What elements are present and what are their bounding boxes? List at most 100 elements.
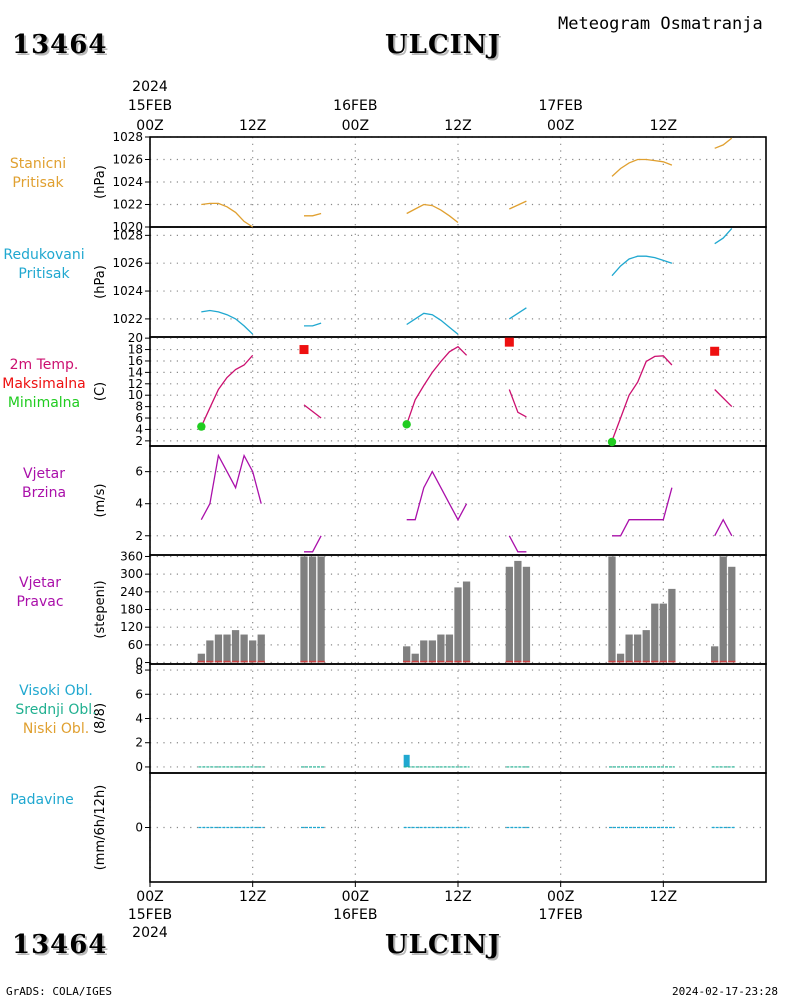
meteogram-title: Meteogram Osmatranja bbox=[558, 14, 763, 34]
top-hour-label: 12Z bbox=[239, 118, 266, 134]
top-date-label: 17FEB bbox=[539, 98, 583, 114]
station-name-footer: ULCINJ bbox=[385, 930, 501, 960]
precip-ytick-label: 0 bbox=[135, 821, 143, 835]
wind_speed-series-0 bbox=[200, 453, 262, 521]
precipitation-label: Padavine bbox=[0, 791, 88, 810]
station_pressure-unit-label: (hPa) bbox=[93, 165, 108, 199]
clouds-label: Visoki Obl. Srednji Obl. Niski Obl. bbox=[10, 682, 102, 739]
wind-direction-bar-0 bbox=[197, 653, 205, 663]
wind-direction-bar-10 bbox=[317, 556, 325, 663]
station_pressure-series-4 bbox=[611, 158, 673, 177]
wind-direction-bar-24 bbox=[625, 634, 633, 663]
wind-direction-bar-4 bbox=[231, 630, 240, 663]
wind-direction-bar-25 bbox=[634, 634, 642, 663]
station-id-header: 13464 bbox=[12, 30, 108, 60]
wind-direction-label: Vjetar Pravac bbox=[0, 574, 86, 612]
min-temp-marker-1 bbox=[402, 420, 411, 429]
generation-timestamp: 2024-02-17-23:28 bbox=[672, 985, 778, 998]
temperature-label-line-1: 2m Temp. bbox=[9, 357, 79, 373]
reduced_pressure-ytick-label: 1022 bbox=[112, 312, 143, 326]
bottom-hour-label: 00Z bbox=[342, 889, 369, 905]
reduced_pressure-ytick-label: 1028 bbox=[112, 228, 143, 242]
wind_speed-series-5 bbox=[714, 518, 733, 537]
wind-direction-bar-19 bbox=[505, 566, 513, 663]
wind-direction-bar-17 bbox=[454, 587, 462, 663]
wind_speed-ytick-label: 4 bbox=[135, 497, 143, 511]
wind-direction-label-line-2: Pravac bbox=[16, 594, 64, 610]
station-id-footer: 13464 bbox=[12, 930, 108, 960]
wind_speed-series-2 bbox=[406, 470, 468, 522]
top-date-label: 16FEB bbox=[333, 98, 377, 114]
top-hour-label: 00Z bbox=[547, 118, 574, 134]
reduced_pressure-unit-label: (hPa) bbox=[93, 265, 108, 299]
clouds-ytick-label: 6 bbox=[135, 687, 143, 701]
station_pressure-series-1 bbox=[304, 212, 322, 217]
wind-direction-bar-2 bbox=[214, 634, 223, 663]
bottom-hour-label: 00Z bbox=[136, 889, 163, 905]
wind-direction-bar-6 bbox=[249, 640, 257, 663]
station-name-header: ULCINJ bbox=[385, 30, 501, 60]
max-temp-marker-2 bbox=[710, 346, 720, 356]
reduced-pressure-label-line-2: Pritisak bbox=[18, 266, 70, 282]
station_pressure-ytick-label: 1024 bbox=[112, 175, 143, 189]
temperature-ytick-label: 6 bbox=[135, 411, 143, 425]
temperature-ytick-label: 12 bbox=[128, 377, 143, 391]
wind-direction-bar-21 bbox=[522, 566, 531, 663]
clouds-label-line-3: Niski Obl. bbox=[22, 721, 90, 737]
clouds-unit-label: (8/8) bbox=[93, 703, 108, 734]
bottom-hour-label: 00Z bbox=[547, 889, 574, 905]
wind_dir-ytick-label: 300 bbox=[120, 567, 143, 581]
precipitation-label-line-1: Padavine bbox=[10, 792, 74, 808]
bottom-hour-label: 12Z bbox=[444, 889, 471, 905]
temperature-ytick-label: 8 bbox=[135, 400, 143, 414]
bottom-date-label: 17FEB bbox=[539, 907, 583, 923]
bottom-date-label: 15FEB bbox=[128, 907, 172, 923]
wind-direction-bar-13 bbox=[420, 640, 428, 663]
temperature-series-2 bbox=[406, 345, 468, 425]
max-temp-marker-1 bbox=[504, 337, 514, 347]
station_pressure-ytick-label: 1022 bbox=[112, 198, 143, 212]
temperature-ytick-label: 20 bbox=[128, 331, 143, 345]
wind-speed-label: Vjetar Brzina bbox=[0, 465, 90, 503]
max-temp-marker-0 bbox=[299, 345, 309, 355]
reduced_pressure-series-0 bbox=[201, 309, 254, 335]
wind_dir-ytick-label: 240 bbox=[120, 585, 143, 599]
temperature-label: 2m Temp. Maksimalna Minimalna bbox=[0, 356, 90, 413]
wind-direction-bar-9 bbox=[308, 556, 317, 663]
wind-direction-bar-26 bbox=[642, 630, 650, 663]
top-hour-label: 12Z bbox=[444, 118, 471, 134]
wind_speed-series-4 bbox=[612, 487, 673, 537]
wind-direction-bar-12 bbox=[411, 653, 419, 663]
wind-direction-bar-31 bbox=[719, 556, 727, 663]
clouds-label-line-2: Srednji Obl. bbox=[15, 702, 97, 718]
temperature-label-line-3: Minimalna bbox=[7, 395, 81, 411]
wind_dir-ytick-label: 180 bbox=[120, 603, 143, 617]
wind-direction-bar-11 bbox=[403, 646, 411, 663]
wind-direction-bar-27 bbox=[651, 603, 659, 663]
wind-direction-bar-29 bbox=[668, 588, 676, 663]
clouds-ytick-label: 2 bbox=[135, 736, 143, 750]
reduced_pressure-series-1 bbox=[304, 322, 322, 327]
temperature-ytick-label: 16 bbox=[128, 354, 143, 368]
wind-direction-bar-8 bbox=[300, 556, 308, 663]
wind-direction-bar-20 bbox=[514, 560, 522, 663]
top-hour-label: 00Z bbox=[342, 118, 369, 134]
wind-speed-label-line-1: Vjetar bbox=[23, 466, 65, 482]
cloud-bar-0-0 bbox=[403, 754, 410, 767]
station-pressure-label-line-2: Pritisak bbox=[12, 175, 64, 191]
temperature-series-0 bbox=[200, 354, 254, 427]
top-hour-label: 00Z bbox=[136, 118, 163, 134]
temperature-ytick-label: 14 bbox=[128, 365, 143, 379]
min-temp-marker-0 bbox=[197, 422, 206, 431]
wind-direction-bar-3 bbox=[223, 634, 231, 663]
station_pressure-series-0 bbox=[201, 202, 254, 228]
temperature-unit-label: (C) bbox=[93, 382, 108, 401]
station_pressure-series-2 bbox=[406, 203, 459, 224]
wind-direction-bar-14 bbox=[428, 640, 436, 663]
station_pressure-ytick-label: 1026 bbox=[112, 153, 143, 167]
top-year-label: 2024 bbox=[132, 79, 168, 95]
wind_speed-series-1 bbox=[304, 535, 322, 553]
temperature-series-1 bbox=[303, 404, 322, 419]
station_pressure-ytick-label: 1020 bbox=[112, 220, 143, 234]
